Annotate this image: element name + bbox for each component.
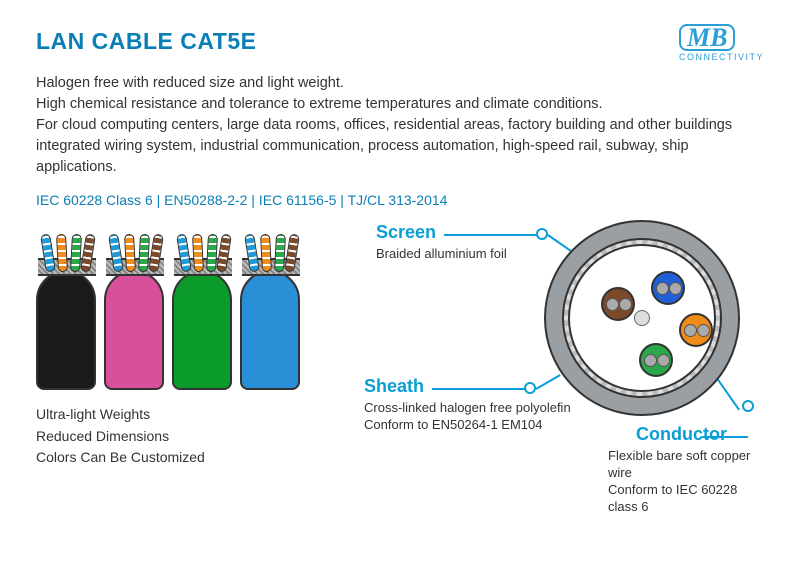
leader-line (536, 374, 561, 390)
conductor-pair (651, 271, 685, 305)
cable-variant (104, 230, 166, 390)
leader-line (432, 388, 530, 390)
leader-dot (536, 228, 548, 240)
features-block: Ultra-light Weights Reduced Dimensions C… (36, 404, 316, 469)
logo-sub: CONNECTIVITY (679, 52, 764, 62)
feature-item: Colors Can Be Customized (36, 447, 316, 469)
desc-line: High chemical resistance and tolerance t… (36, 94, 764, 115)
cable-variant (240, 230, 302, 390)
conductor-pair (639, 343, 673, 377)
feature-item: Ultra-light Weights (36, 404, 316, 426)
callout-sheath-title: Sheath (364, 376, 424, 397)
desc-line: For cloud computing centers, large data … (36, 115, 764, 178)
callout-conductor-title: Conductor (636, 424, 727, 445)
page-title: LAN CABLE CAT5E (36, 28, 256, 55)
callout-screen-title: Screen (376, 222, 436, 243)
feature-item: Reduced Dimensions (36, 426, 316, 448)
callout-screen-sub: Braided alluminium foil (376, 246, 507, 263)
cable-variants (36, 220, 316, 390)
brand-logo: MB CONNECTIVITY (679, 24, 764, 62)
description-block: Halogen free with reduced size and light… (36, 73, 764, 178)
callout-conductor-sub: Flexible bare soft copper wire Conform t… (608, 448, 764, 516)
logo-main: MB (679, 24, 735, 51)
leader-line (702, 436, 748, 438)
standards-line: IEC 60228 Class 6 | EN50288-2-2 | IEC 61… (36, 192, 764, 208)
cable-variant (172, 230, 234, 390)
cross-section-diagram: Screen Braided alluminium foil Sheath Cr… (336, 220, 764, 469)
leader-line (444, 234, 542, 236)
conductor-pair (601, 287, 635, 321)
leader-dot (742, 400, 754, 412)
callout-sheath-sub: Cross-linked halogen free polyolefin Con… (364, 400, 571, 434)
leader-dot (524, 382, 536, 394)
conductor-pair (679, 313, 713, 347)
desc-line: Halogen free with reduced size and light… (36, 73, 764, 94)
cable-variant (36, 230, 98, 390)
